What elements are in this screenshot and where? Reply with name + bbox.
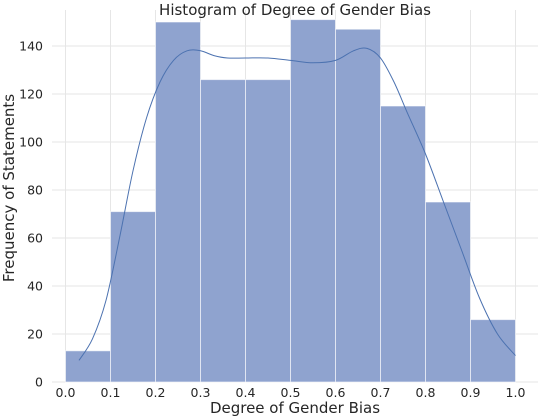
histogram-bar [245, 79, 291, 383]
x-tick-label: 0.4 [236, 385, 256, 400]
kde-line [78, 47, 516, 361]
chart-title: Histogram of Degree of Gender Bias [159, 1, 431, 19]
x-tick-labels: 0.0 0.1 0.2 0.3 0.4 0.5 0.6 0.7 0.8 0.9 1.0 [56, 385, 526, 400]
x-tick-label: 0.0 [56, 385, 76, 400]
y-tick-label: 120 [19, 87, 43, 102]
y-tick-label: 80 [27, 183, 43, 198]
x-tick-label: 0.8 [416, 385, 436, 400]
y-tick-label: 60 [27, 231, 43, 246]
x-tick-label: 0.7 [371, 385, 391, 400]
histogram-bar [425, 201, 471, 383]
x-axis-label: Degree of Gender Bias [210, 399, 380, 417]
histogram-bar [200, 79, 246, 383]
histogram-bar [65, 350, 111, 383]
histogram-bar [110, 211, 156, 383]
histogram-bar [155, 21, 201, 383]
y-tick-label: 0 [35, 375, 43, 390]
kde-curve [78, 47, 516, 361]
histogram-bar [470, 319, 516, 383]
y-axis-label: Frequency of Statements [0, 94, 18, 282]
y-tick-label: 100 [19, 135, 43, 150]
y-tick-label: 140 [19, 39, 43, 54]
histogram-bars [65, 19, 516, 383]
x-tick-label: 1.0 [506, 385, 526, 400]
x-tick-label: 0.3 [191, 385, 211, 400]
y-tick-label: 20 [27, 327, 43, 342]
histogram-bar [380, 105, 426, 383]
histogram-bar [290, 19, 336, 383]
x-tick-label: 0.6 [326, 385, 346, 400]
x-tick-label: 0.1 [101, 385, 121, 400]
x-tick-label: 0.9 [461, 385, 481, 400]
y-tick-label: 40 [27, 279, 43, 294]
y-tick-labels: 0 20 40 60 80 100 120 140 [19, 39, 43, 390]
x-tick-label: 0.2 [146, 385, 166, 400]
histogram-bar [335, 28, 381, 383]
x-tick-label: 0.5 [281, 385, 301, 400]
